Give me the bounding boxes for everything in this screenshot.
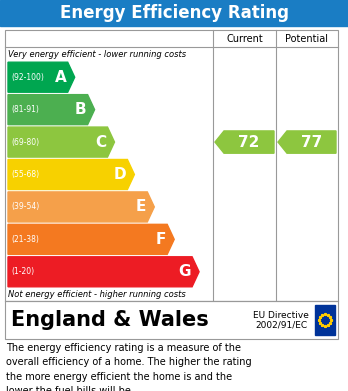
Polygon shape: [8, 224, 174, 255]
Text: Current: Current: [226, 34, 263, 43]
Text: 77: 77: [301, 135, 322, 150]
Text: D: D: [114, 167, 126, 182]
Text: Not energy efficient - higher running costs: Not energy efficient - higher running co…: [8, 290, 186, 299]
Polygon shape: [8, 127, 114, 157]
Text: (1-20): (1-20): [11, 267, 34, 276]
Polygon shape: [8, 62, 75, 92]
Text: Very energy efficient - lower running costs: Very energy efficient - lower running co…: [8, 50, 186, 59]
Text: Energy Efficiency Rating: Energy Efficiency Rating: [60, 4, 288, 22]
Text: C: C: [95, 135, 106, 150]
Text: E: E: [136, 199, 146, 214]
Text: 2002/91/EC: 2002/91/EC: [255, 321, 307, 330]
Text: (39-54): (39-54): [11, 203, 39, 212]
Text: 72: 72: [238, 135, 260, 150]
Polygon shape: [215, 131, 274, 153]
Text: The energy efficiency rating is a measure of the
overall efficiency of a home. T: The energy efficiency rating is a measur…: [6, 343, 252, 391]
Polygon shape: [278, 131, 336, 153]
Text: (92-100): (92-100): [11, 73, 44, 82]
Text: (55-68): (55-68): [11, 170, 39, 179]
Text: EU Directive: EU Directive: [253, 310, 309, 319]
Polygon shape: [8, 95, 95, 125]
Bar: [5, 30, 338, 301]
Bar: [315, 305, 335, 335]
Text: A: A: [55, 70, 67, 85]
Text: (21-38): (21-38): [11, 235, 39, 244]
Text: B: B: [75, 102, 87, 117]
Bar: [5, 301, 338, 339]
Polygon shape: [8, 192, 154, 222]
Text: Potential: Potential: [285, 34, 329, 43]
Text: England & Wales: England & Wales: [11, 310, 209, 330]
Polygon shape: [8, 257, 199, 287]
Text: G: G: [179, 264, 191, 279]
Text: F: F: [156, 232, 166, 247]
Text: (69-80): (69-80): [11, 138, 39, 147]
Bar: [0, 0, 348, 26]
Text: (81-91): (81-91): [11, 105, 39, 114]
Polygon shape: [8, 160, 134, 190]
